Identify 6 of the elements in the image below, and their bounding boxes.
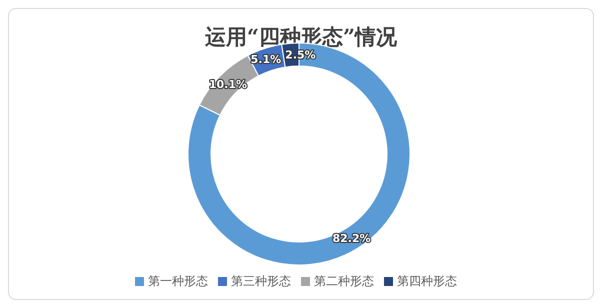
data-label: 82.2%: [332, 232, 371, 245]
data-label: 5.1%: [250, 52, 282, 66]
legend-label: 第三种形态: [231, 274, 291, 288]
legend-label: 第四种形态: [397, 274, 457, 288]
legend-label: 第二种形态: [314, 274, 374, 288]
legend-label: 第一种形态: [148, 274, 208, 288]
